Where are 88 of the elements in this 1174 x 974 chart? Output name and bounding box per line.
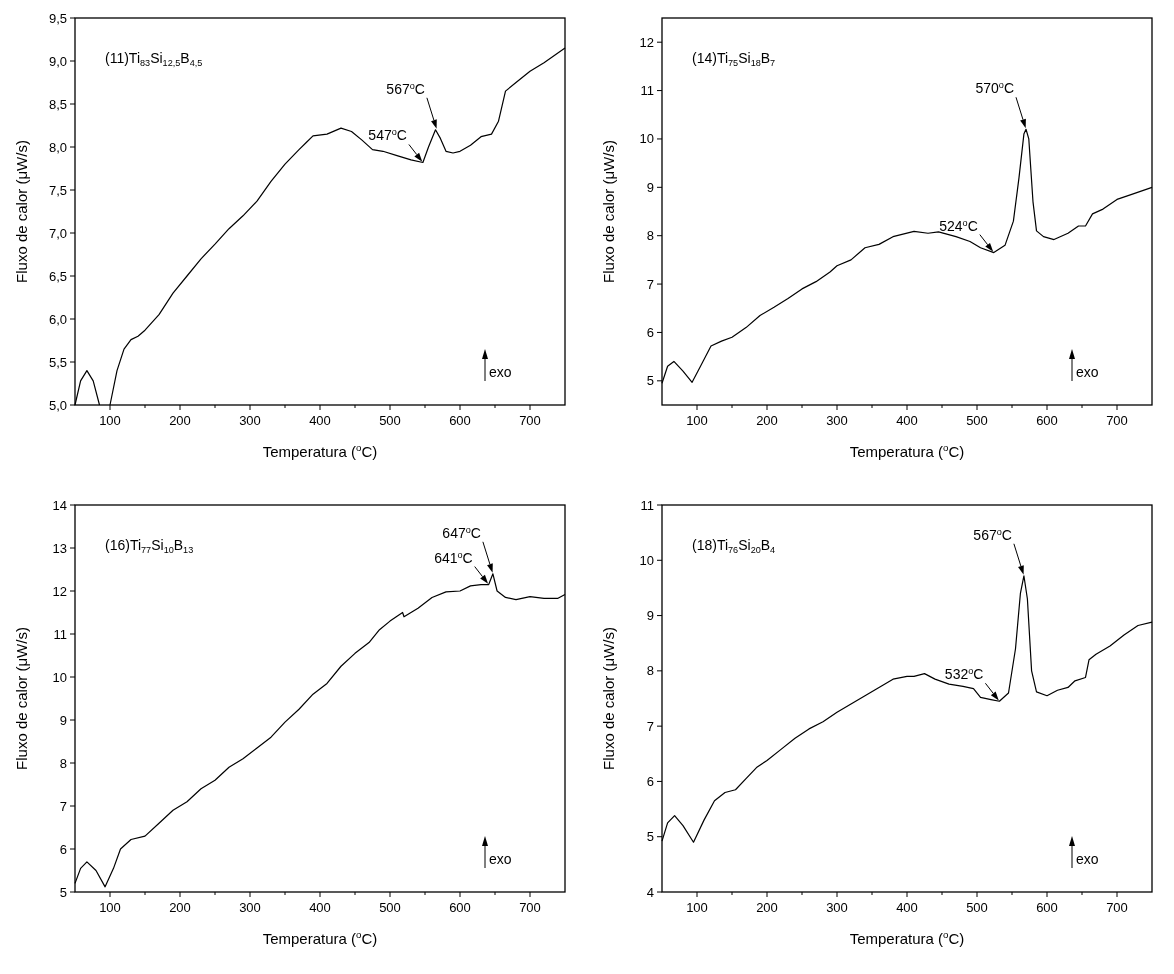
y-tick-label: 12 [639,34,654,50]
y-tick-label: 7 [646,718,654,734]
y-tick-label: 9 [646,179,654,195]
x-tick-label: 100 [99,900,121,915]
annotation: 647$^{o}$C [442,524,481,541]
annotation: 567$^{o}$C [386,80,425,97]
x-axis-title: Temperatura ($^{o}$C) [262,929,378,947]
y-axis-title: Fluxo de calor (μW/s) [600,627,617,770]
y-tick-label: 8 [646,228,654,244]
y-tick-label: 11 [640,497,654,513]
annotation: exo [489,851,512,867]
x-tick-label: 100 [686,900,708,915]
y-tick-label: 7,0 [48,225,67,241]
x-tick-label: 500 [966,900,988,915]
x-tick-label: 700 [519,900,541,915]
x-tick-label: 400 [309,900,331,915]
x-tick-label: 400 [309,413,331,428]
x-tick-label: 200 [756,900,778,915]
x-axis-title: Temperatura ($^{o}$C) [262,442,378,460]
y-tick-label: 7,5 [48,182,67,198]
y-axis-title: Fluxo de calor (μW/s) [13,140,30,283]
x-tick-label: 100 [686,413,708,428]
y-tick-label: 9,5 [48,10,67,26]
text: (18)Ti$_{76}$Si$_{20}$B$_{4}$ [692,537,776,555]
y-tick-label: 8 [59,755,67,771]
y-tick-label: 9 [59,712,67,728]
y-tick-label: 14 [52,497,67,513]
y-axis-title: Fluxo de calor (μW/s) [600,140,617,283]
y-tick-label: 5,5 [48,354,67,370]
y-tick-label: 10 [639,552,654,568]
y-tick-label: 9 [646,608,654,624]
x-tick-label: 300 [826,900,848,915]
y-tick-label: 6 [646,324,654,340]
annotation: exo [1076,851,1099,867]
y-tick-label: 6,0 [48,311,67,327]
y-tick-label: 5,0 [48,397,67,413]
x-tick-label: 500 [379,413,401,428]
y-tick-label: 8,0 [48,139,67,155]
x-tick-label: 400 [896,900,918,915]
text: (11)Ti$_{83}$Si$_{12,5}$B$_{4,5}$ [105,50,203,68]
y-tick-label: 13 [52,540,67,556]
x-tick-label: 700 [1106,413,1128,428]
y-tick-label: 5 [646,373,654,389]
x-tick-label: 700 [519,413,541,428]
x-tick-label: 600 [1036,900,1058,915]
y-tick-label: 11 [53,626,67,642]
annotation: exo [1076,364,1099,380]
y-tick-label: 11 [640,83,654,99]
y-tick-label: 9,0 [48,53,67,69]
x-tick-label: 400 [896,413,918,428]
annotation: exo [489,364,512,380]
x-tick-label: 300 [826,413,848,428]
x-tick-label: 300 [239,900,261,915]
x-tick-label: 700 [1106,900,1128,915]
text: (14)Ti$_{75}$Si$_{18}$B$_{7}$ [692,50,776,68]
x-tick-label: 100 [99,413,121,428]
annotation: 532$^{o}$C [944,665,984,683]
annotation: 567$^{o}$C [973,526,1012,543]
annotation: 570$^{o}$C [975,79,1014,97]
y-tick-label: 8 [646,663,654,679]
x-tick-label: 300 [239,413,261,428]
x-tick-label: 500 [379,900,401,915]
y-tick-label: 12 [52,583,67,599]
y-tick-label: 5 [59,884,67,900]
annotation: 524$^{o}$C [939,217,978,234]
y-tick-label: 8,5 [48,96,67,112]
y-tick-label: 10 [639,131,654,147]
x-axis-title: Temperatura ($^{o}$C) [849,929,965,947]
y-tick-label: 7 [646,276,654,292]
x-tick-label: 600 [1036,413,1058,428]
y-tick-label: 5 [646,829,654,845]
y-tick-label: 7 [59,798,67,814]
y-axis-title: Fluxo de calor (μW/s) [13,627,30,770]
x-tick-label: 200 [169,413,191,428]
y-tick-label: 10 [52,669,67,685]
annotation: 547$^{o}$C [368,127,407,144]
y-tick-label: 6 [59,841,67,857]
y-tick-label: 6,5 [48,268,67,284]
x-axis-title: Temperatura ($^{o}$C) [849,442,965,460]
x-tick-label: 200 [169,900,191,915]
annotation: 641$^{o}$C [434,549,473,566]
x-tick-label: 200 [756,413,778,428]
x-tick-label: 600 [449,900,471,915]
x-tick-label: 600 [449,413,471,428]
y-tick-label: 4 [646,884,654,900]
text: (16)Ti$_{77}$Si$_{10}$B$_{13}$ [105,537,194,555]
x-tick-label: 500 [966,413,988,428]
y-tick-label: 6 [646,773,654,789]
